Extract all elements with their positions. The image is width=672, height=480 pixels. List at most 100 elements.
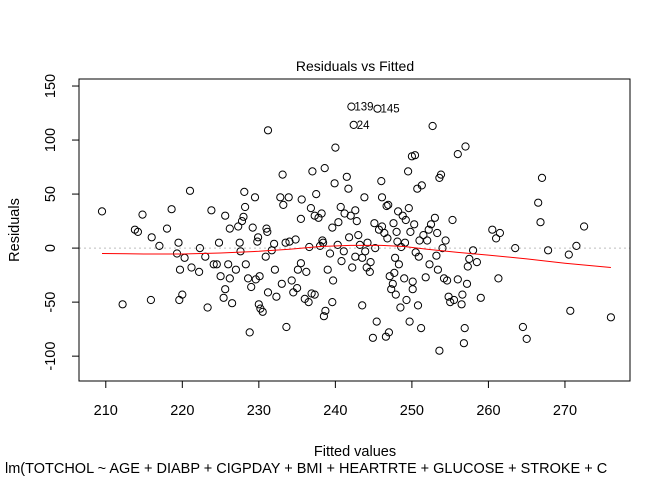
residual-point bbox=[328, 223, 337, 232]
residual-point bbox=[263, 227, 272, 236]
residual-point bbox=[384, 328, 393, 337]
residual-point bbox=[404, 167, 413, 176]
model-formula-caption: lm(TOTCHOL ~ AGE + DIABP + CIGPDAY + BMI… bbox=[5, 461, 607, 477]
residual-point bbox=[195, 267, 204, 276]
residual-point bbox=[405, 317, 414, 326]
residual-point bbox=[97, 207, 107, 216]
residual-point bbox=[433, 265, 442, 274]
residual-point bbox=[347, 102, 356, 111]
residual-point bbox=[536, 218, 545, 227]
residual-point bbox=[333, 240, 342, 249]
residual-point bbox=[240, 187, 249, 196]
residual-point bbox=[606, 313, 616, 322]
residual-point bbox=[278, 170, 287, 179]
residual-point bbox=[310, 290, 319, 299]
residual-point bbox=[352, 217, 361, 226]
residual-point bbox=[138, 210, 147, 219]
x-tick-label: 270 bbox=[553, 403, 577, 419]
residual-point bbox=[349, 120, 358, 130]
residual-point bbox=[245, 328, 254, 337]
residual-point bbox=[203, 303, 212, 312]
residual-point bbox=[432, 251, 441, 260]
residual-point bbox=[241, 202, 250, 212]
residual-point bbox=[334, 218, 343, 227]
residual-point bbox=[421, 273, 430, 282]
y-tick-label: 50 bbox=[43, 186, 59, 202]
residual-point bbox=[219, 293, 228, 302]
residual-point bbox=[270, 239, 279, 248]
residual-point bbox=[272, 292, 281, 301]
residual-point bbox=[277, 279, 286, 288]
chart-title: Residuals vs Fitted bbox=[296, 58, 414, 74]
residual-point bbox=[216, 272, 225, 281]
residual-point bbox=[302, 267, 311, 276]
residual-point bbox=[239, 212, 248, 221]
residual-point bbox=[441, 236, 450, 245]
x-tick-label: 230 bbox=[247, 403, 271, 419]
residual-point bbox=[402, 295, 411, 305]
residual-point bbox=[263, 126, 273, 135]
residual-point bbox=[534, 198, 543, 207]
residual-point bbox=[214, 238, 224, 247]
outlier-point-label: 145 bbox=[381, 104, 400, 116]
residual-point bbox=[424, 225, 433, 234]
residual-point bbox=[384, 200, 393, 209]
residual-point bbox=[319, 312, 328, 321]
residual-point bbox=[339, 247, 348, 256]
residual-point bbox=[394, 260, 403, 269]
residual-point bbox=[360, 193, 369, 202]
plot-area: 139 145 24 bbox=[79, 102, 630, 355]
residual-point bbox=[463, 262, 472, 271]
residual-point bbox=[147, 233, 156, 242]
residual-point bbox=[284, 193, 293, 202]
x-tick-label: 260 bbox=[476, 403, 500, 419]
residual-point bbox=[373, 104, 382, 113]
residual-point bbox=[209, 260, 218, 269]
residual-point bbox=[438, 244, 447, 253]
residual-point bbox=[172, 249, 182, 258]
residual-point bbox=[281, 238, 290, 247]
residual-point bbox=[221, 285, 230, 294]
residual-point bbox=[459, 339, 468, 348]
residual-point bbox=[449, 295, 459, 305]
residual-point bbox=[342, 172, 351, 181]
residual-point bbox=[235, 238, 244, 247]
residual-point bbox=[537, 173, 547, 182]
residual-point bbox=[253, 237, 262, 246]
residual-point bbox=[419, 231, 428, 240]
residual-point bbox=[388, 279, 397, 288]
residual-point bbox=[263, 288, 273, 297]
residual-point bbox=[306, 204, 315, 213]
residual-point bbox=[162, 224, 172, 233]
residual-point bbox=[544, 246, 553, 255]
residual-point bbox=[423, 236, 432, 245]
residual-point bbox=[410, 220, 419, 229]
residual-point bbox=[472, 258, 481, 267]
residual-point bbox=[174, 238, 183, 247]
residual-point bbox=[250, 193, 260, 202]
x-tick-label: 240 bbox=[323, 403, 347, 419]
residual-point bbox=[396, 303, 405, 312]
y-tick-label: 0 bbox=[43, 244, 59, 252]
residual-point bbox=[400, 274, 409, 283]
residual-point bbox=[321, 306, 330, 315]
residual-point bbox=[261, 252, 270, 261]
residual-point bbox=[572, 241, 581, 250]
x-axis: 210 220 230 240 250 260 270 bbox=[94, 380, 577, 419]
residual-point bbox=[325, 249, 335, 258]
residual-point bbox=[371, 244, 380, 253]
residual-point bbox=[331, 143, 340, 152]
residual-point bbox=[425, 260, 434, 269]
residual-point bbox=[279, 200, 288, 209]
residual-point bbox=[461, 142, 470, 151]
residual-point bbox=[225, 224, 234, 233]
residual-point bbox=[413, 301, 423, 310]
residual-point bbox=[522, 334, 531, 343]
residual-point bbox=[258, 307, 267, 316]
residual-point bbox=[296, 214, 305, 223]
residual-point bbox=[212, 260, 221, 269]
residual-point bbox=[410, 151, 420, 160]
residual-point bbox=[345, 233, 354, 242]
